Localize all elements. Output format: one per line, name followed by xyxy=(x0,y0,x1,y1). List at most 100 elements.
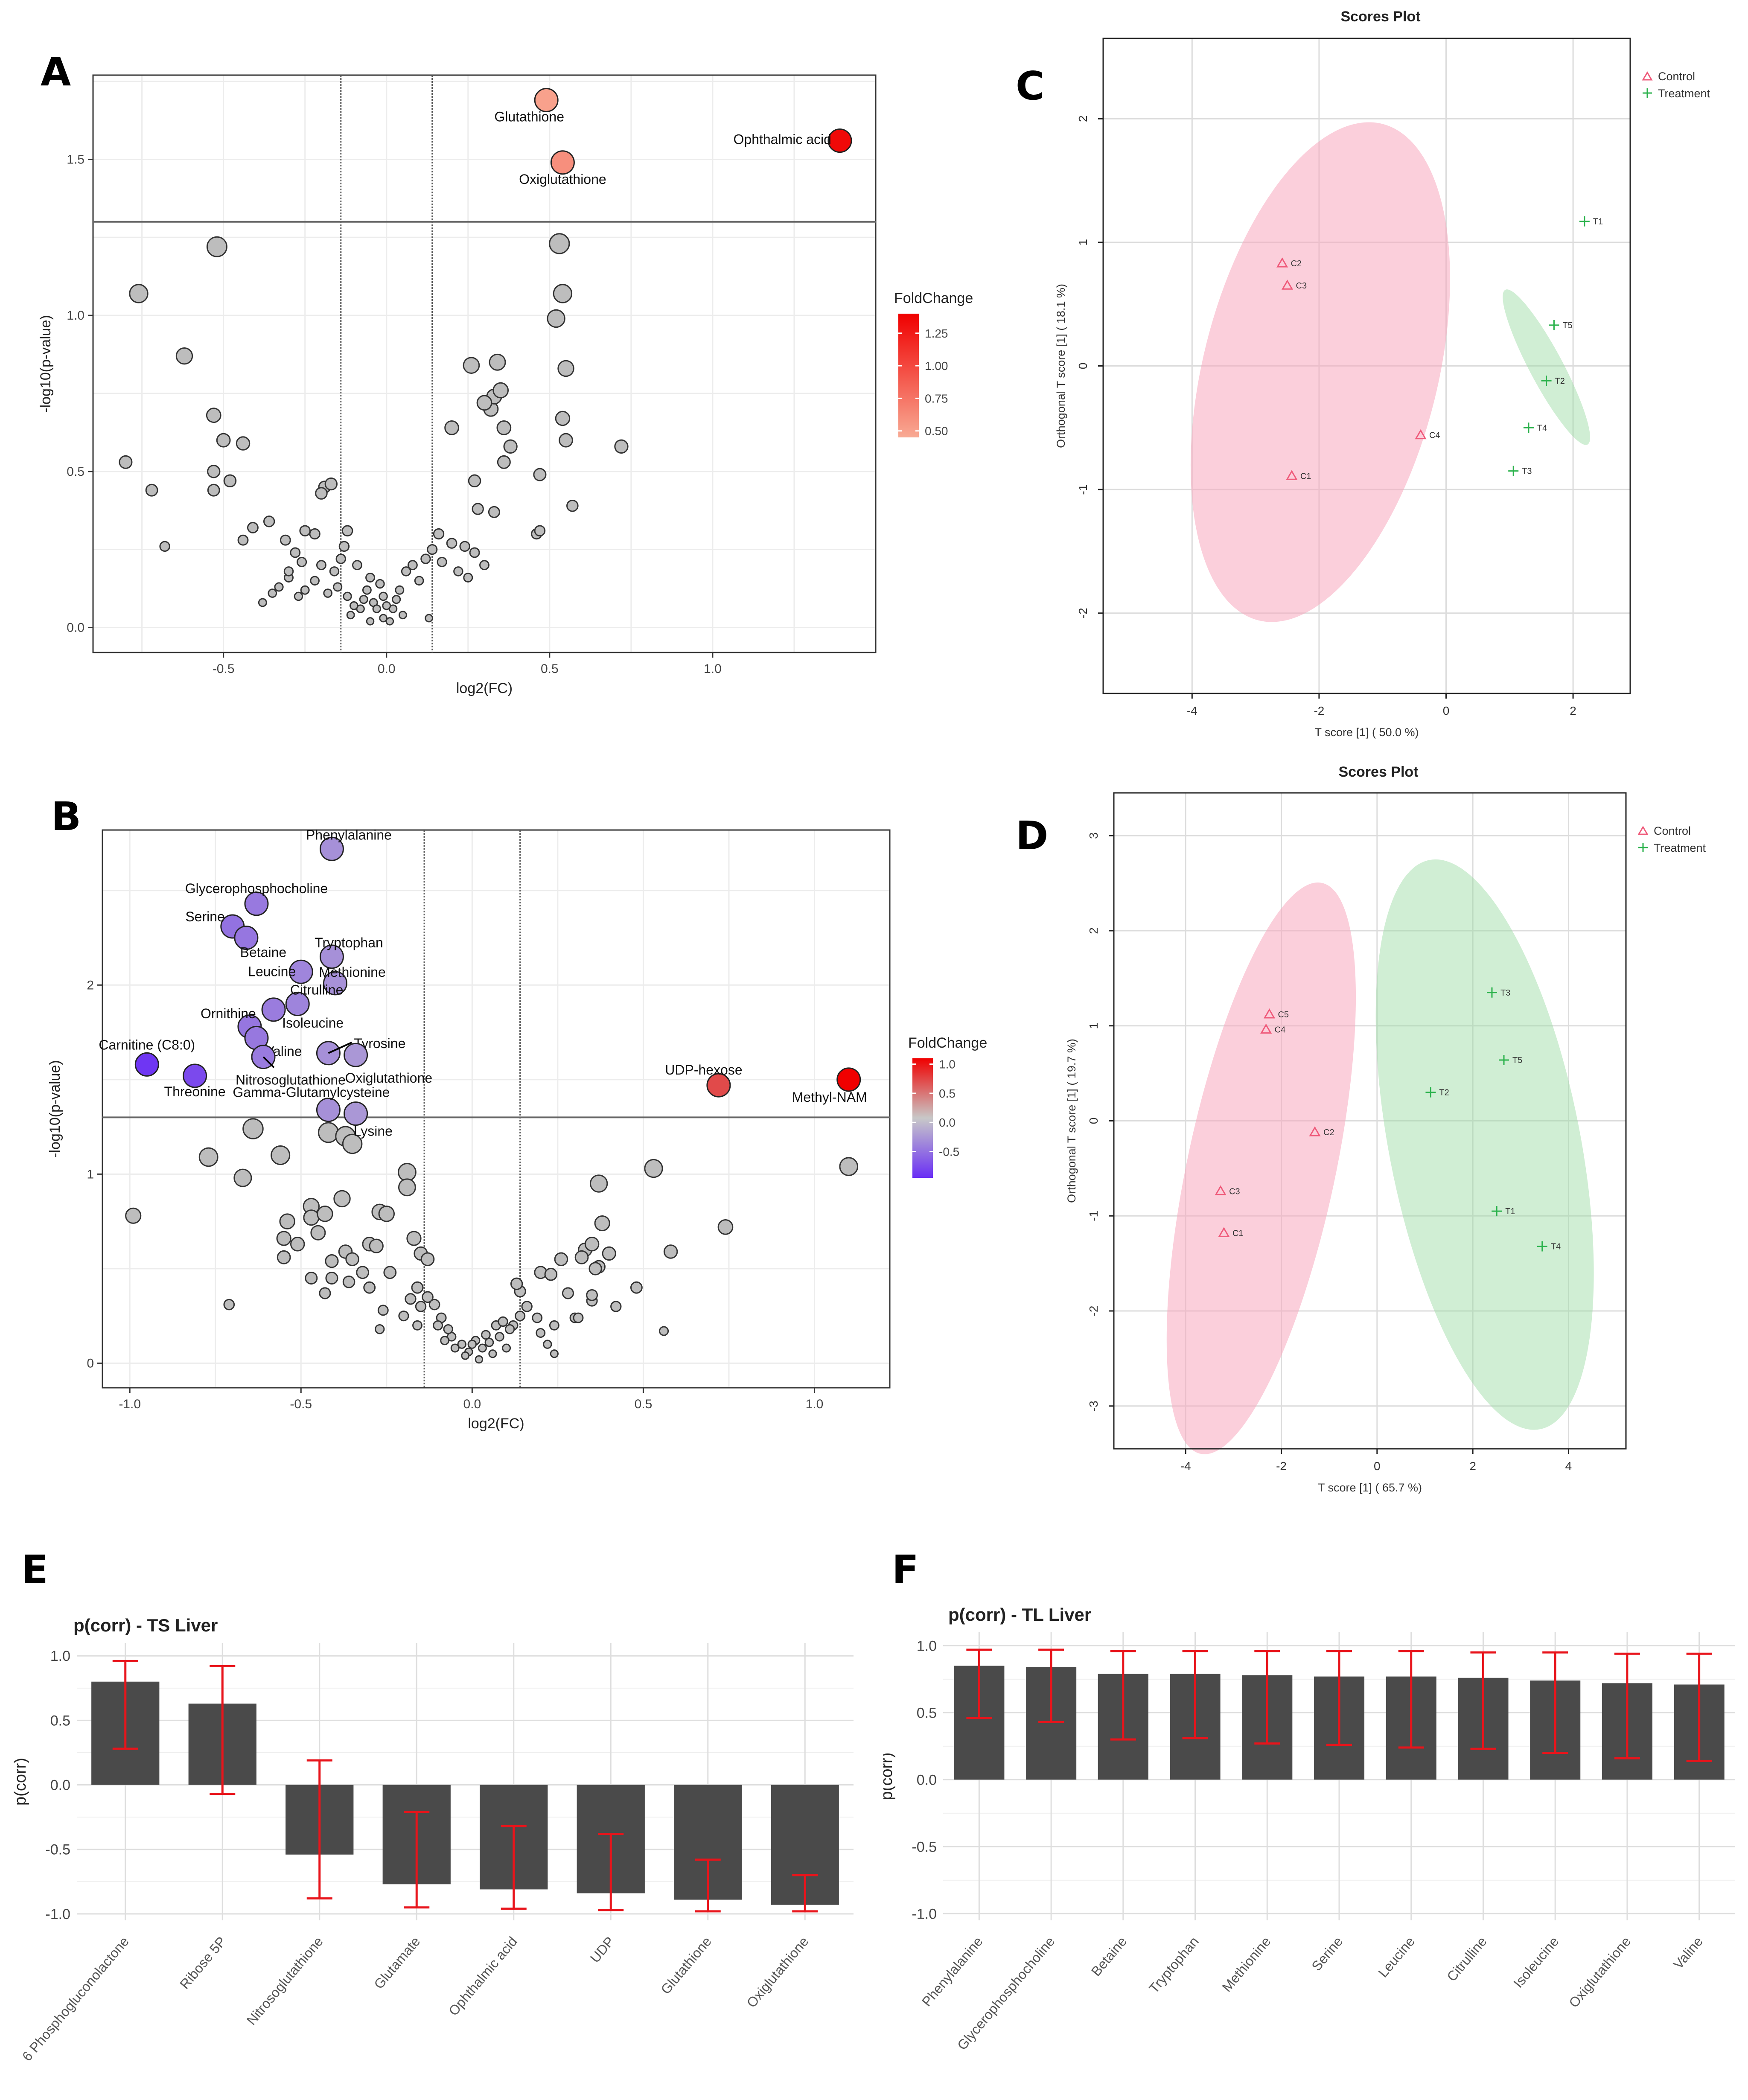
legend-tick-label: 1.00 xyxy=(925,359,948,373)
data-point xyxy=(475,1355,484,1364)
data-point xyxy=(319,1287,331,1299)
data-point xyxy=(237,534,249,546)
data-point xyxy=(342,1276,355,1288)
sample-marker-t3 xyxy=(1508,466,1519,476)
data-point xyxy=(415,1301,427,1312)
data-point xyxy=(444,420,459,435)
sample-label-t5: T5 xyxy=(1512,1056,1522,1065)
x-tick-label: Glutathione xyxy=(658,1934,714,1997)
data-point xyxy=(274,582,284,592)
data-point xyxy=(557,360,574,377)
sample-marker-c2 xyxy=(1309,1126,1321,1136)
data-point xyxy=(366,617,375,626)
data-point xyxy=(463,573,473,583)
data-point xyxy=(484,1337,494,1347)
legend-tick-label: 1.0 xyxy=(939,1058,956,1071)
y-tick-label: 0.5 xyxy=(67,465,84,479)
data-point xyxy=(316,560,326,571)
data-point xyxy=(277,1250,291,1264)
data-point xyxy=(206,408,221,423)
y-axis-label: -log10(p-value) xyxy=(47,1060,63,1158)
data-point xyxy=(453,566,463,577)
sample-label-t5: T5 xyxy=(1562,321,1572,330)
y-tick-label: 2 xyxy=(87,978,94,992)
point-label-serine: Serine xyxy=(185,909,225,924)
sample-label-c1: C1 xyxy=(1232,1229,1244,1238)
y-tick-label: -1.0 xyxy=(45,1906,70,1922)
data-point xyxy=(401,566,411,577)
x-tick-label: UDP xyxy=(587,1934,618,1966)
data-point xyxy=(206,236,227,257)
x-tick-label: 0 xyxy=(1374,1459,1381,1473)
y-tick-label: 0 xyxy=(1087,1118,1100,1124)
data-point xyxy=(335,553,346,564)
x-tick-label: 2 xyxy=(1570,704,1576,717)
significant-point-oxiglutathione xyxy=(550,150,575,175)
x-axis-label: log2(FC) xyxy=(456,680,513,696)
x-tick-label: Oxiglutathione xyxy=(744,1934,812,2010)
data-point xyxy=(329,566,340,577)
y-tick-label: -2 xyxy=(1076,608,1090,618)
data-point xyxy=(717,1219,734,1235)
label-leader-line xyxy=(328,1041,353,1054)
data-point xyxy=(359,595,368,604)
significant-point-tryptophan xyxy=(319,944,344,969)
data-point xyxy=(555,411,571,426)
data-point xyxy=(325,1254,339,1268)
data-point xyxy=(492,382,509,399)
sample-label-c4: C4 xyxy=(1275,1025,1286,1035)
data-point xyxy=(574,1250,589,1264)
point-label-threonine: Threonine xyxy=(164,1084,226,1099)
sample-label-t3: T3 xyxy=(1522,467,1532,476)
x-tick-label: Citrulline xyxy=(1444,1934,1490,1984)
plot-title: Scores Plot xyxy=(1338,764,1418,780)
legend-tick-label: 0.0 xyxy=(939,1116,956,1129)
data-point xyxy=(385,617,394,626)
confidence-ellipse-treatment xyxy=(1503,289,1590,445)
label-leader-line xyxy=(262,1056,275,1069)
legend-control-label: Control xyxy=(1654,824,1691,837)
sample-marker-c2 xyxy=(1276,257,1288,268)
data-point xyxy=(345,1252,359,1266)
sample-label-c4: C4 xyxy=(1429,431,1440,440)
data-point xyxy=(488,1349,497,1358)
sample-marker-t1 xyxy=(1492,1206,1502,1217)
sample-label-c2: C2 xyxy=(1291,259,1302,268)
significant-point-leucine xyxy=(288,959,313,984)
data-point xyxy=(463,357,480,374)
significant-point-methionine xyxy=(323,971,347,996)
y-tick-label: 1.0 xyxy=(67,309,84,323)
sample-marker-c1 xyxy=(1286,470,1298,480)
legend-color-bar xyxy=(912,1058,933,1178)
x-tick-label: 1.0 xyxy=(704,662,722,676)
chart-title: p(corr) - TL Liver xyxy=(948,1605,1091,1625)
data-point xyxy=(303,1209,320,1226)
sample-marker-t3 xyxy=(1486,987,1497,998)
panel-letter-b: B xyxy=(51,794,82,839)
data-point xyxy=(411,1281,424,1294)
data-point xyxy=(534,525,546,537)
plot-border xyxy=(92,74,877,653)
x-axis-label: log2(FC) xyxy=(468,1416,524,1432)
data-point xyxy=(279,1213,295,1229)
data-point xyxy=(644,1159,663,1178)
data-point xyxy=(375,1324,385,1334)
data-point xyxy=(478,1343,487,1353)
data-point xyxy=(550,1349,559,1358)
y-tick-label: 1 xyxy=(87,1167,94,1181)
data-point xyxy=(175,347,193,365)
data-point xyxy=(459,541,470,552)
significant-point-glutathione xyxy=(534,88,559,113)
data-point xyxy=(407,560,418,571)
sample-marker-c5 xyxy=(1263,1008,1276,1019)
data-point xyxy=(296,556,307,567)
y-tick-label: 1.0 xyxy=(50,1648,70,1664)
data-point xyxy=(658,1326,669,1336)
data-point xyxy=(532,1312,543,1323)
sample-label-t2: T2 xyxy=(1555,376,1565,386)
data-point xyxy=(433,528,445,540)
confidence-ellipse-control xyxy=(1190,122,1450,622)
legend-title: FoldChange xyxy=(908,1035,987,1051)
point-label-lysine: Lysine xyxy=(354,1124,393,1139)
data-point xyxy=(310,1225,326,1241)
